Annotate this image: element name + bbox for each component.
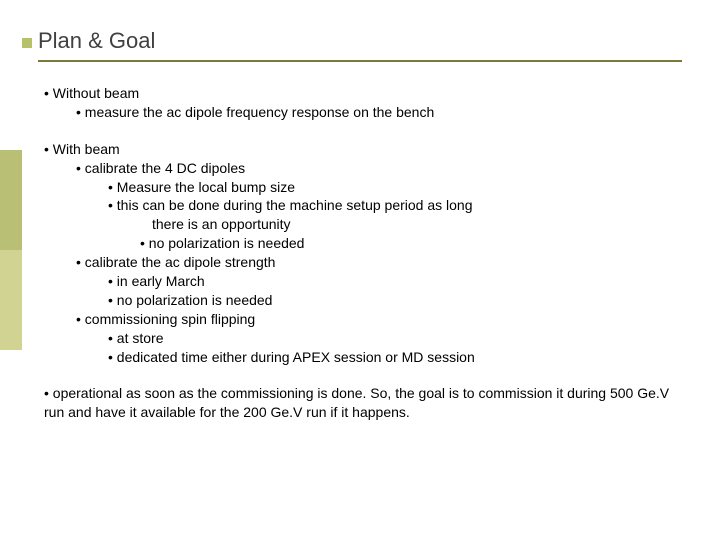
bullet-item: • Without beam [38, 84, 686, 103]
bullet-item: • no polarization is needed [38, 291, 686, 310]
slide-title: Plan & Goal [38, 28, 682, 60]
accent-square [22, 38, 32, 48]
title-underline [38, 60, 682, 62]
side-accent-top [0, 150, 22, 250]
bullet-item: • this can be done during the machine se… [38, 196, 686, 215]
bullet-item: • at store [38, 329, 686, 348]
bullet-item: • Measure the local bump size [38, 178, 686, 197]
bullet-continuation: there is an opportunity [38, 215, 686, 234]
title-block: Plan & Goal [38, 28, 682, 62]
bullet-item: • measure the ac dipole frequency respon… [38, 103, 686, 122]
bullet-item: • no polarization is needed [38, 234, 686, 253]
bullet-item: • dedicated time either during APEX sess… [38, 348, 686, 367]
bullet-item: • calibrate the 4 DC dipoles [38, 159, 686, 178]
content-area: • Without beam • measure the ac dipole f… [38, 84, 686, 422]
final-paragraph: • operational as soon as the commissioni… [38, 384, 686, 422]
bullet-item: • in early March [38, 272, 686, 291]
bullet-item: • commissioning spin flipping [38, 310, 686, 329]
spacer [38, 122, 686, 140]
bullet-item: • With beam [38, 140, 686, 159]
bullet-item: • calibrate the ac dipole strength [38, 253, 686, 272]
side-accent-bottom [0, 250, 22, 350]
